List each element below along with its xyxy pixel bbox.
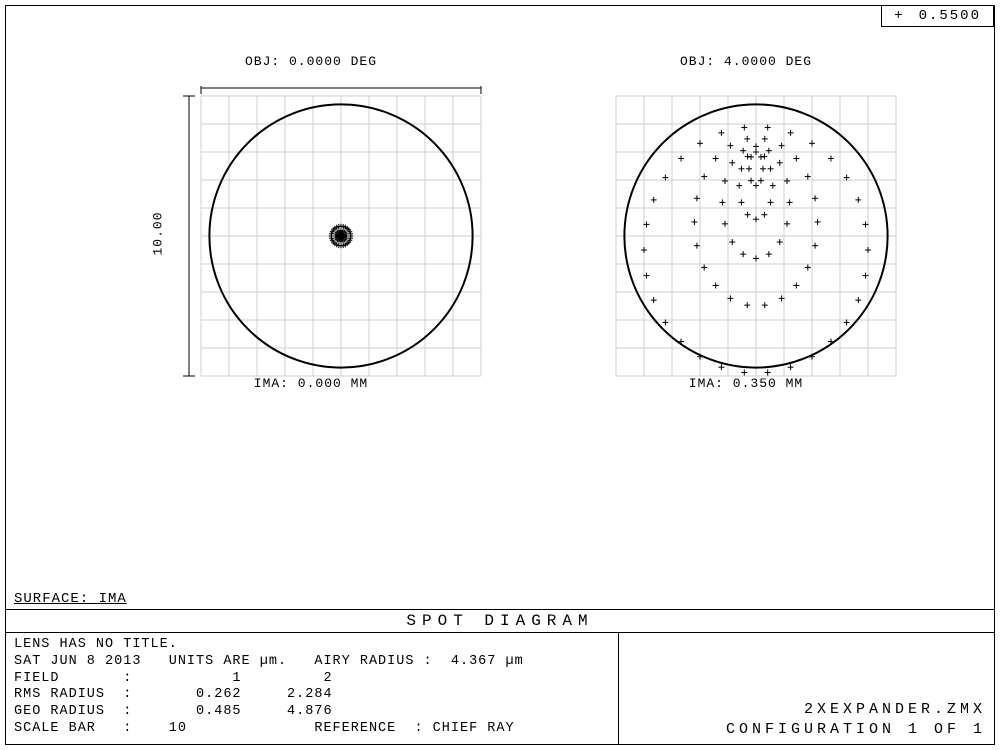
plot-svg-2 <box>606 86 906 386</box>
spot-plot-field-2: OBJ: 4.0000 DEG IMA: 0.350 MM <box>606 86 886 390</box>
obj-label-2: OBJ: 4.0000 DEG <box>606 54 886 69</box>
surface-line: SURFACE: IMA <box>6 591 994 610</box>
info-left: LENS HAS NO TITLE. SAT JUN 8 2013 UNITS … <box>6 633 619 744</box>
diagram-title: SPOT DIAGRAM <box>6 610 994 633</box>
legend-wavelength: 0.5500 <box>919 8 981 24</box>
outer-frame: +0.5500 OBJ: 0.0000 DEG 10.00 <box>5 5 995 745</box>
scale-bracket-top <box>201 86 481 94</box>
spots-1 <box>329 224 354 249</box>
ima-label-1: IMA: 0.000 MM <box>171 376 451 391</box>
wavelength-legend: +0.5500 <box>881 5 994 27</box>
plot-area: OBJ: 0.0000 DEG 10.00 IMA: 0.000 MM <box>6 36 994 516</box>
legend-symbol: + <box>894 8 904 24</box>
footer: SURFACE: IMA SPOT DIAGRAM LENS HAS NO TI… <box>6 591 994 744</box>
scale-bracket-left <box>183 96 195 376</box>
ima-label-2: IMA: 0.350 MM <box>606 376 886 391</box>
info-row: LENS HAS NO TITLE. SAT JUN 8 2013 UNITS … <box>6 633 994 744</box>
obj-label-1: OBJ: 0.0000 DEG <box>171 54 451 69</box>
grid-2 <box>616 96 896 376</box>
scale-bar-label: 10.00 <box>151 211 166 255</box>
spot-plot-field-1: OBJ: 0.0000 DEG 10.00 IMA: 0.000 MM <box>171 86 451 390</box>
info-right: 2XEXPANDER.ZMXCONFIGURATION 1 OF 1 <box>619 633 994 744</box>
plot-svg-1 <box>171 86 491 386</box>
